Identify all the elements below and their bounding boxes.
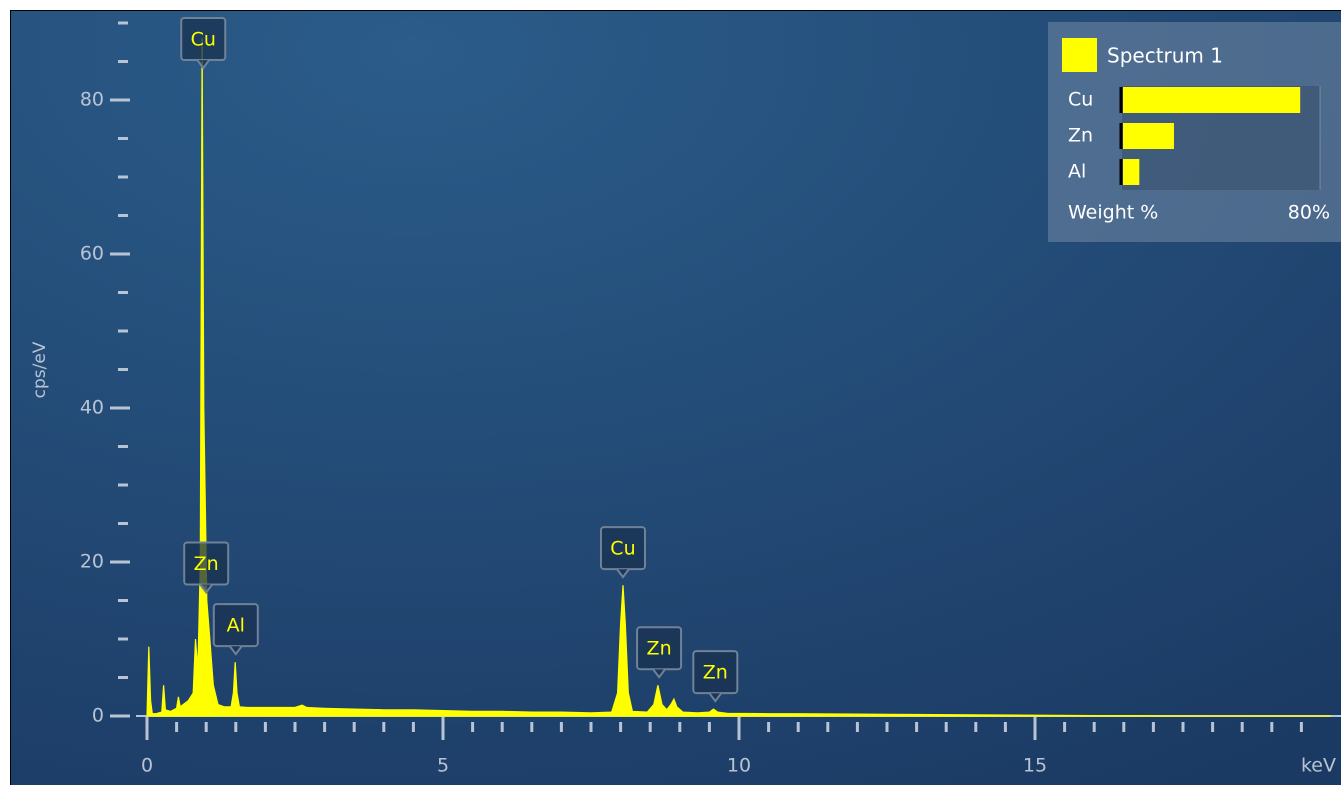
y-tick-label: 60	[80, 243, 104, 265]
y-tick-label: 80	[80, 89, 104, 111]
inset-x-label: Weight %	[1068, 202, 1158, 224]
inset-bar	[1123, 159, 1139, 185]
inset-category: Al	[1068, 161, 1086, 183]
legend-label: Spectrum 1	[1107, 44, 1223, 68]
x-tick-label: 0	[141, 755, 153, 777]
x-axis-label: keV	[1301, 755, 1336, 777]
y-tick-label: 40	[80, 397, 104, 419]
peak-label: Zn	[703, 662, 728, 684]
inset-bar	[1123, 87, 1300, 113]
peak-label: Cu	[610, 538, 635, 560]
x-tick-label: 10	[727, 755, 751, 777]
peak-label: Zn	[647, 638, 672, 660]
inset-tick-label: 80%	[1288, 202, 1330, 224]
inset-bar	[1123, 123, 1174, 149]
y-tick-label: 20	[80, 551, 104, 573]
y-tick-label: 0	[92, 705, 104, 727]
y-axis-label: cps/eV	[30, 341, 50, 398]
inset-category: Zn	[1068, 125, 1093, 147]
x-tick-label: 5	[437, 755, 449, 777]
legend-swatch	[1062, 38, 1097, 72]
peak-label: Al	[227, 615, 245, 637]
peak-label: Cu	[191, 29, 216, 51]
x-tick-label: 15	[1023, 755, 1047, 777]
peak-label: Zn	[194, 553, 219, 575]
inset-category: Cu	[1068, 89, 1093, 111]
